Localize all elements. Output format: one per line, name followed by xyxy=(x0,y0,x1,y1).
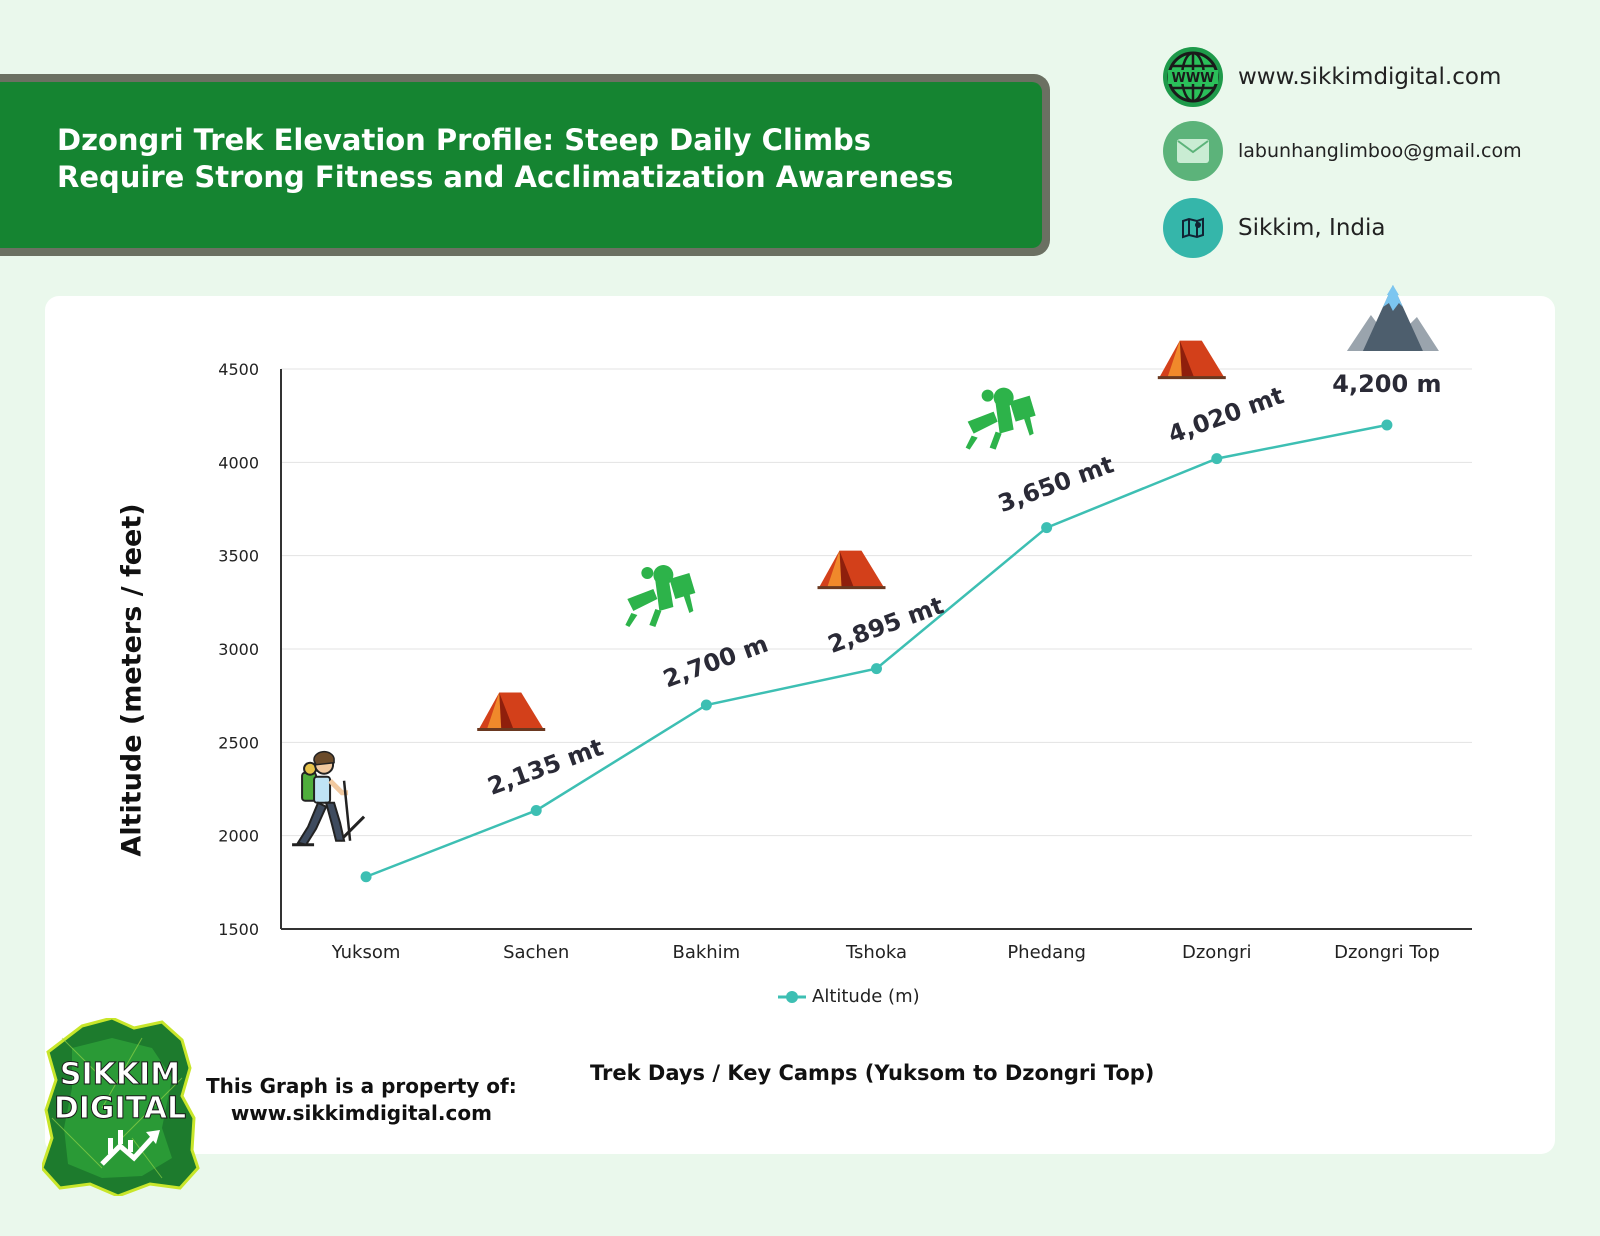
data-label: 4,020 mt xyxy=(1165,381,1288,449)
data-label: 4,200 m xyxy=(1332,370,1441,398)
contact-website[interactable]: WWW www.sikkimdigital.com xyxy=(1163,46,1501,108)
svg-text:WWW: WWW xyxy=(1171,71,1214,86)
campers-icon xyxy=(965,387,1036,450)
title-banner-inner: Dzongri Trek Elevation Profile: Steep Da… xyxy=(0,82,1042,248)
website-text: www.sikkimdigital.com xyxy=(1238,64,1502,90)
property-note-line1: This Graph is a property of: xyxy=(206,1074,517,1098)
x-tick-label: Bakhim xyxy=(672,942,740,963)
mountain-icon xyxy=(1346,285,1439,351)
svg-text:2,135 mt: 2,135 mt xyxy=(484,733,607,801)
x-tick-label: Tshoka xyxy=(845,942,907,963)
sikkim-digital-logo: SIKKIM DIGITAL xyxy=(40,1016,202,1200)
svg-text:3,650 mt: 3,650 mt xyxy=(994,450,1117,518)
legend-series-name: Altitude (m) xyxy=(812,986,920,1007)
email-icon xyxy=(1163,121,1223,181)
page-title: Dzongri Trek Elevation Profile: Steep Da… xyxy=(57,123,954,194)
svg-text:SIKKIM: SIKKIM xyxy=(60,1057,180,1092)
data-label: 2,135 mt xyxy=(484,733,607,801)
tent-icon xyxy=(475,690,547,731)
property-note: This Graph is a property of: www.sikkimd… xyxy=(206,1073,517,1127)
y-tick-label: 1500 xyxy=(218,920,259,939)
x-axis-label: Trek Days / Key Camps (Yuksom to Dzongri… xyxy=(590,1061,1155,1085)
location-text: Sikkim, India xyxy=(1238,215,1386,241)
property-note-line2: www.sikkimdigital.com xyxy=(230,1101,492,1125)
data-point xyxy=(1041,522,1053,534)
y-tick-label: 2000 xyxy=(218,827,259,846)
contact-email[interactable]: labunhanglimboo@gmail.com xyxy=(1163,120,1522,182)
tent-icon xyxy=(1156,339,1228,380)
campers-icon xyxy=(625,565,696,627)
data-point xyxy=(1381,419,1393,431)
svg-text:4,200 m: 4,200 m xyxy=(1332,370,1441,398)
email-text: labunhanglimboo@gmail.com xyxy=(1238,140,1522,162)
data-point xyxy=(700,699,712,711)
x-tick-label: Dzongri xyxy=(1182,942,1252,963)
globe-icon: WWW xyxy=(1163,47,1223,107)
hiker-icon xyxy=(292,752,364,845)
data-point xyxy=(530,804,542,816)
contact-location: Sikkim, India xyxy=(1163,197,1386,259)
legend-line-marker xyxy=(778,990,806,1003)
y-tick-label: 2500 xyxy=(218,733,259,752)
data-point xyxy=(360,871,372,883)
title-banner: Dzongri Trek Elevation Profile: Steep Da… xyxy=(0,74,1050,256)
data-label: 2,700 m xyxy=(659,630,771,694)
svg-text:4,020 mt: 4,020 mt xyxy=(1165,381,1288,449)
x-tick-label: Dzongri Top xyxy=(1334,942,1440,963)
svg-text:DIGITAL: DIGITAL xyxy=(54,1091,186,1126)
y-tick-label: 3500 xyxy=(218,547,259,566)
data-point xyxy=(871,663,882,675)
y-tick-label: 4000 xyxy=(218,453,259,472)
series-line xyxy=(365,423,1388,878)
data-label: 3,650 mt xyxy=(994,450,1117,518)
svg-text:2,700 m: 2,700 m xyxy=(659,630,771,694)
data-point xyxy=(1211,453,1223,465)
x-tick-label: Yuksom xyxy=(331,942,401,963)
map-pin-icon xyxy=(1163,198,1223,258)
x-tick-label: Sachen xyxy=(503,942,569,963)
y-tick-label: 4500 xyxy=(218,360,259,379)
chart-legend: Altitude (m) xyxy=(778,986,920,1007)
chart-card xyxy=(45,296,1555,1154)
x-tick-label: Phedang xyxy=(1007,942,1086,963)
y-tick-label: 3000 xyxy=(218,640,259,659)
y-axis-label: Altitude (meters / feet) xyxy=(116,503,148,857)
